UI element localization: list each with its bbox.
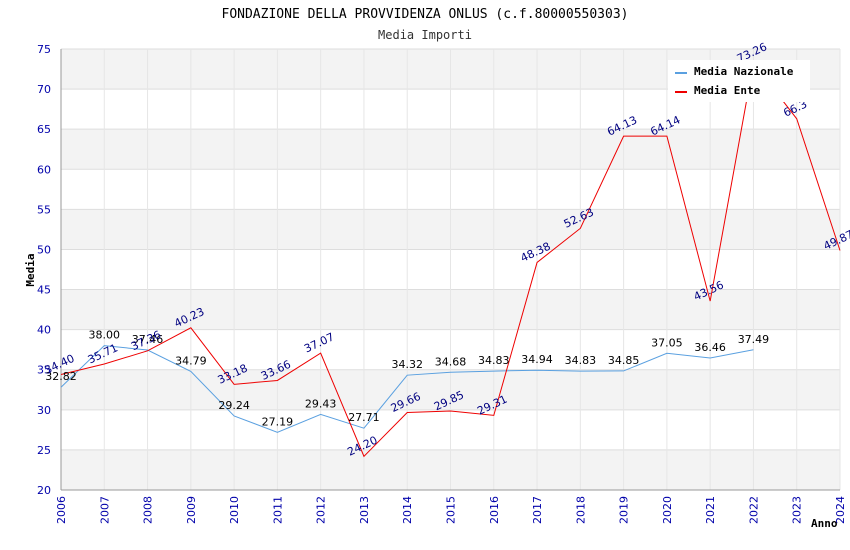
y-tick-label: 35 (37, 364, 51, 377)
y-axis-ticks: 20 25 30 35 40 45 50 55 60 65 70 75 (37, 43, 51, 497)
data-label-media-nazionale: 32.82 (45, 370, 77, 383)
x-tick-label: 2019 (618, 496, 631, 524)
x-axis-label: Anno (811, 517, 838, 530)
data-label-media-nazionale: 36.46 (694, 341, 726, 354)
x-tick-label: 2022 (747, 496, 760, 524)
y-tick-label: 70 (37, 83, 51, 96)
data-label-media-nazionale: 34.32 (391, 358, 423, 371)
y-tick-label: 25 (37, 444, 51, 457)
gridlines (60, 48, 841, 491)
chart-title: FONDAZIONE DELLA PROVVIDENZA ONLUS (c.f.… (222, 7, 629, 22)
data-label-media-nazionale: 37.05 (651, 336, 683, 349)
x-tick-label: 2015 (445, 496, 458, 524)
series-lines (60, 61, 841, 458)
legend: Media Nazionale Media Ente (668, 60, 810, 102)
data-label-media-nazionale: 34.79 (175, 354, 207, 367)
x-tick-label: 2007 (98, 496, 111, 524)
x-tick-label: 2016 (488, 496, 501, 524)
data-label-media-nazionale: 34.83 (565, 354, 597, 367)
x-tick-label: 2023 (791, 496, 804, 524)
x-tick-label: 2024 (834, 496, 847, 524)
data-label-media-nazionale: 34.94 (521, 353, 553, 366)
data-label-media-nazionale: 34.83 (478, 354, 510, 367)
data-label-media-nazionale: 38.00 (89, 329, 121, 342)
y-tick-label: 65 (37, 123, 51, 136)
y-tick-label: 50 (37, 243, 51, 256)
legend-box (668, 60, 810, 102)
x-tick-label: 2013 (358, 496, 371, 524)
data-label-media-nazionale: 37.49 (738, 333, 770, 346)
y-tick-label: 40 (37, 324, 51, 337)
chart-subtitle: Media Importi (378, 28, 472, 42)
data-label-media-nazionale: 29.24 (218, 399, 250, 412)
x-tick-label: 2017 (531, 496, 544, 524)
series-line-media-nazionale (60, 345, 754, 433)
y-tick-label: 55 (37, 203, 51, 216)
data-label-media-nazionale: 27.19 (262, 415, 294, 428)
x-tick-label: 2006 (55, 496, 68, 524)
x-tick-label: 2009 (185, 496, 198, 524)
x-tick-label: 2021 (704, 496, 717, 524)
y-tick-label: 75 (37, 43, 51, 56)
x-tick-label: 2020 (661, 496, 674, 524)
data-label-media-ente: 35.71 (86, 341, 120, 366)
x-tick-label: 2014 (401, 496, 414, 524)
data-label-media-ente: 37.07 (302, 330, 336, 355)
data-label-media-nazionale: 27.71 (348, 411, 380, 424)
data-label-media-nazionale: 29.43 (305, 397, 337, 410)
x-tick-label: 2012 (315, 496, 328, 524)
data-label-media-nazionale: 34.68 (435, 355, 467, 368)
x-axis-ticks: 2006 2007 2008 2009 2010 2011 2012 2013 2014 2015… (55, 496, 847, 524)
legend-label-media-nazionale: Media Nazionale (694, 65, 794, 78)
y-axis-label: Media (24, 253, 37, 286)
y-tick-label: 20 (37, 484, 51, 497)
data-label-media-nazionale: 34.85 (608, 354, 640, 367)
data-label-media-nazionale: 37.46 (132, 333, 164, 346)
x-tick-label: 2011 (271, 496, 284, 524)
y-tick-label: 45 (37, 284, 51, 297)
y-tick-label: 60 (37, 163, 51, 176)
series-line-media-ente (60, 61, 841, 458)
x-tick-label: 2010 (228, 496, 241, 524)
y-tick-label: 30 (37, 404, 51, 417)
x-tick-label: 2018 (574, 496, 587, 524)
x-tick-label: 2008 (142, 496, 155, 524)
legend-label-media-ente: Media Ente (694, 84, 761, 97)
